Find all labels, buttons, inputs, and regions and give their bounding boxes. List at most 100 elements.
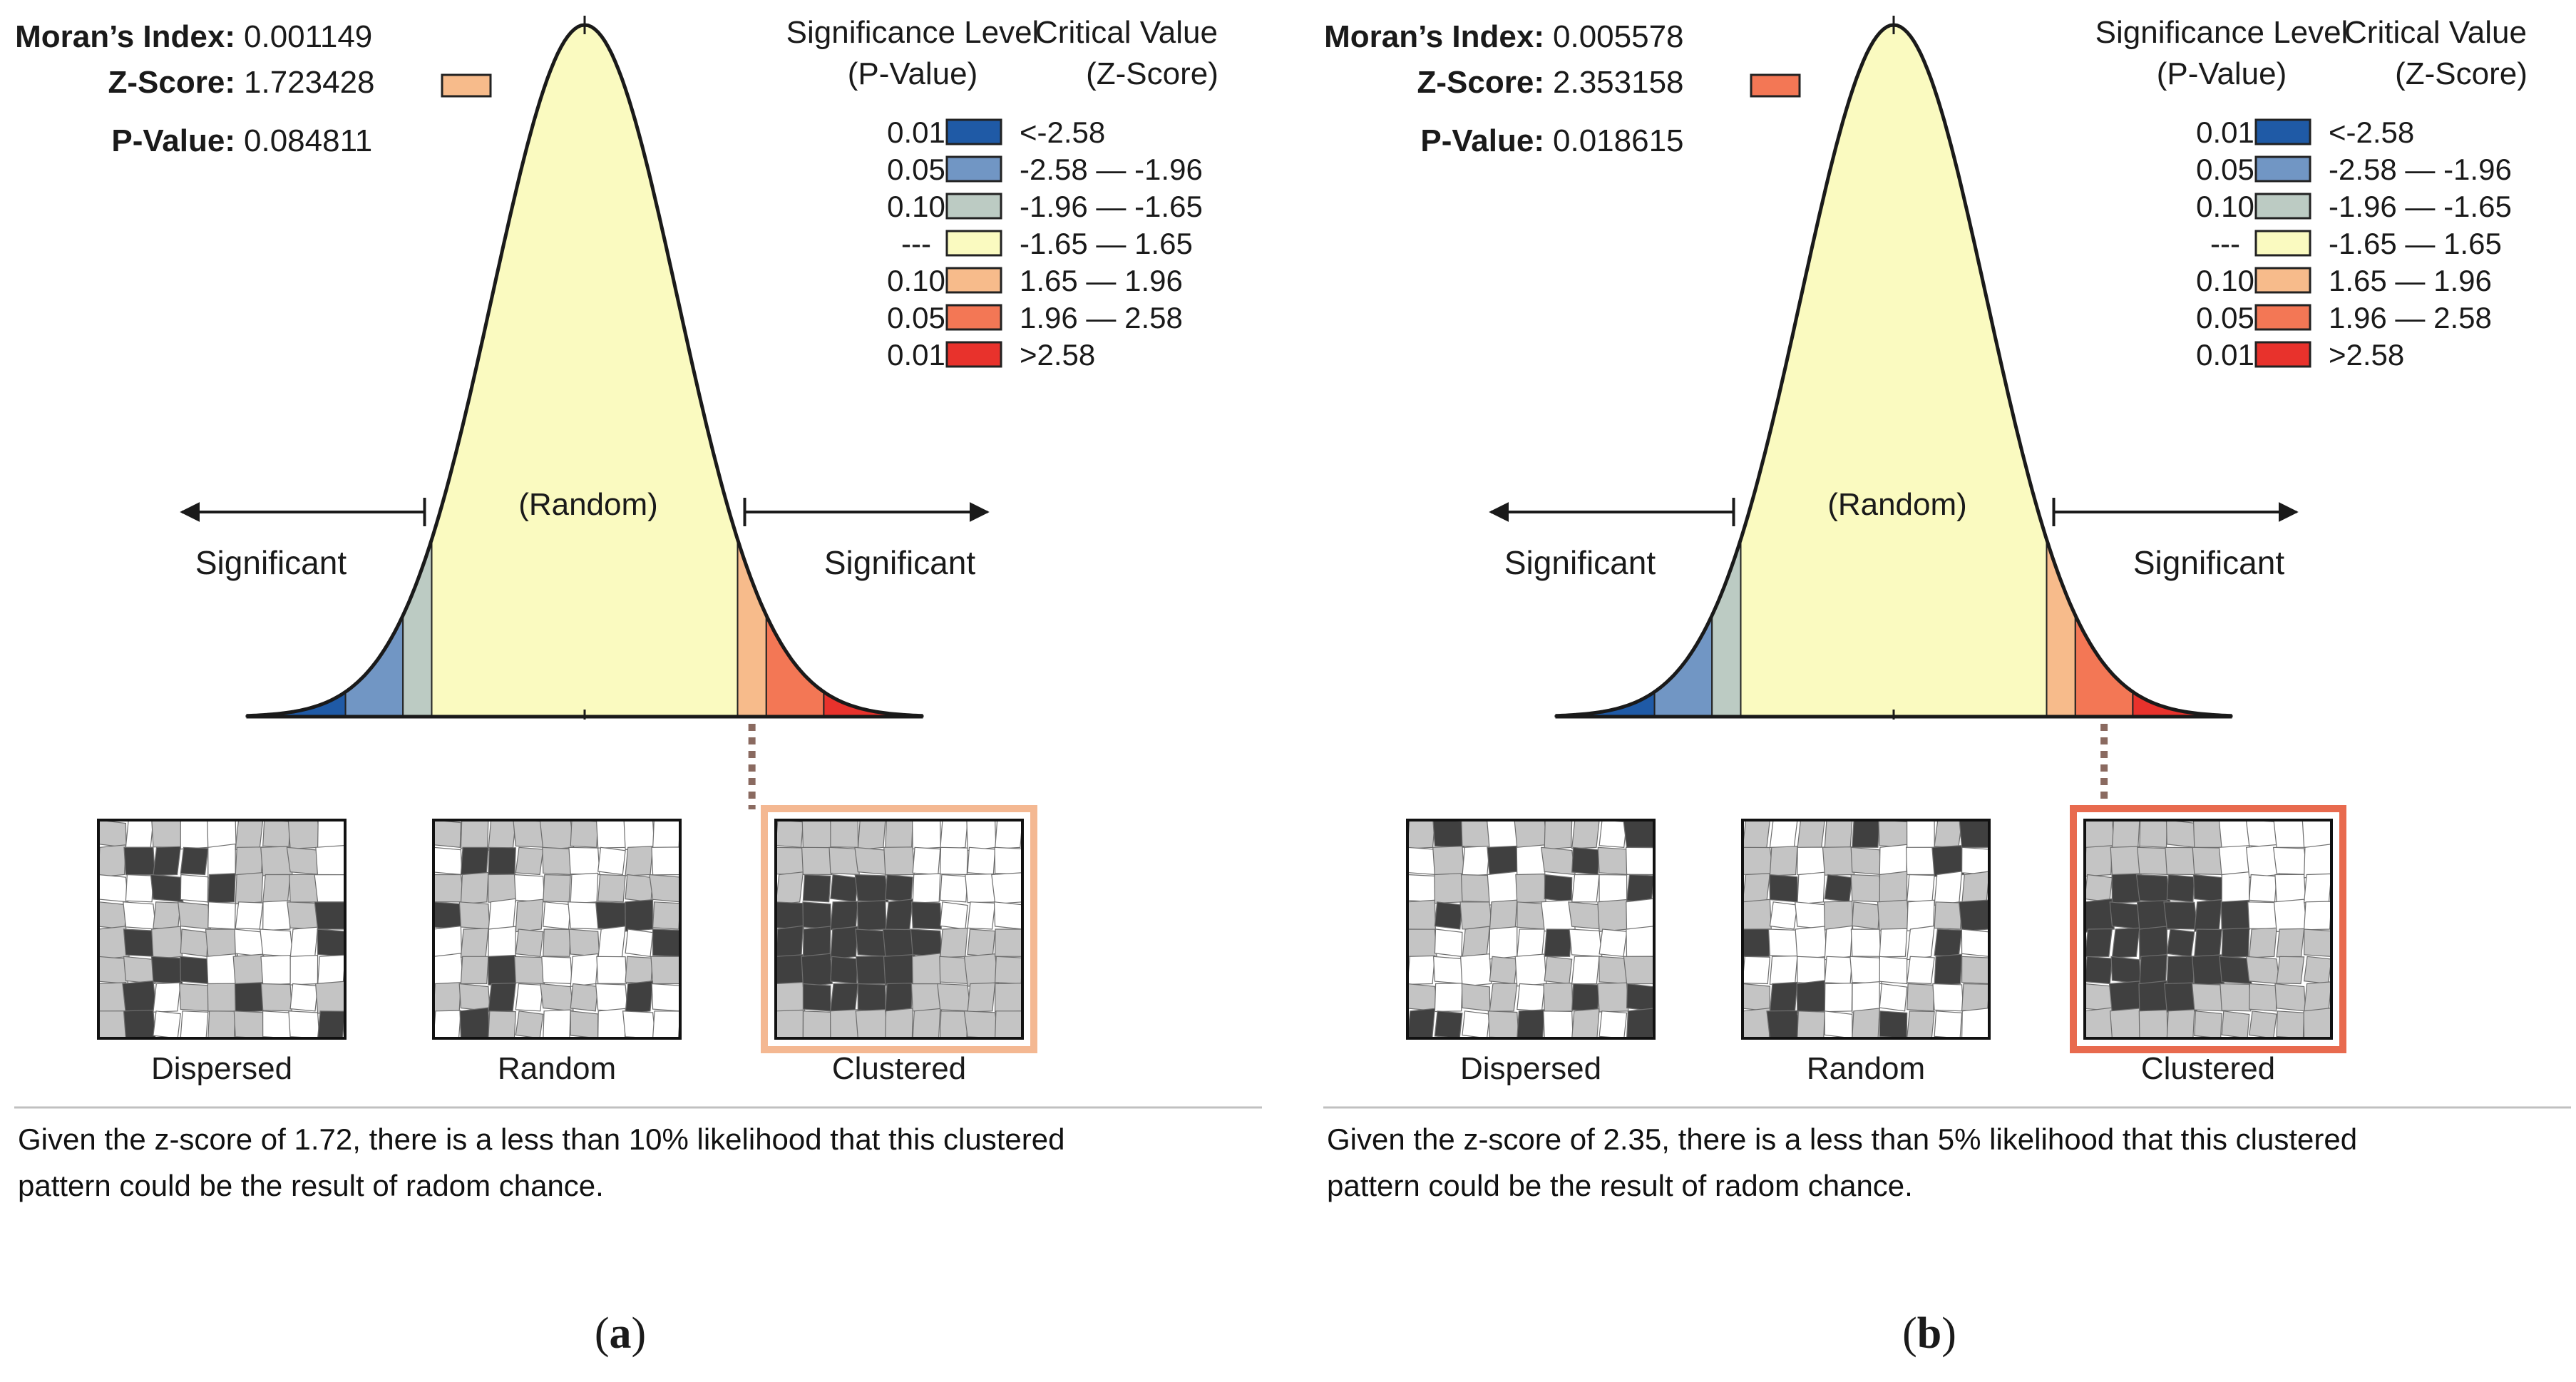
caption-line2: pattern could be the result of radom cha… [1327, 1169, 1913, 1202]
clustered-highlight-frame [2070, 805, 2346, 1053]
zone-p10-neg [1711, 539, 1742, 717]
legend-z-range: >2.58 [1020, 338, 1095, 372]
panel-label: (a) [595, 1309, 646, 1358]
thumbnail-label-random: Random [498, 1051, 616, 1086]
legend-swatch [2254, 267, 2311, 294]
legend-z-range: -1.65 — 1.65 [1020, 227, 1193, 260]
clustered-highlight-frame [761, 805, 1037, 1053]
thumbnail-label-clustered: Clustered [2141, 1051, 2275, 1086]
z-score-label: Z-Score: [108, 65, 235, 100]
thumbnail-label-dispersed: Dispersed [151, 1051, 292, 1086]
morans-index-label: Moran’s Index: [15, 19, 235, 54]
thumbnail-clustered [2083, 819, 2333, 1040]
legend-row: 0.05 1.96 — 2.58 [2196, 301, 2492, 334]
legend-swatch [2254, 304, 2311, 331]
caption-line1: Given the z-score of 1.72, there is a le… [18, 1122, 1064, 1156]
legend-swatch [945, 304, 1002, 331]
legend-row: --- -1.65 — 1.65 [901, 227, 1193, 260]
legend-z-range: -2.58 — -1.96 [2329, 153, 2512, 186]
legend-z-range: -1.96 — -1.65 [1020, 190, 1203, 223]
z-score-label: Z-Score: [1417, 65, 1544, 100]
significance-header-line1: Significance Level [786, 15, 1040, 50]
thumbnail-random [1741, 819, 1991, 1040]
legend-swatch [945, 341, 1002, 368]
z-score-swatch [441, 73, 492, 98]
legend-p-value: 0.01 [2196, 116, 2254, 149]
panel-b: Moran’s Index: 0.005578 Z-Score: 2.353158 P-… [1323, 15, 2571, 1358]
legend-row: 0.01 >2.58 [2196, 338, 2404, 372]
legend-p-value: 0.01 [887, 116, 945, 149]
critical-header-line2: (Z-Score) [1086, 56, 1218, 91]
legend-p-value: 0.05 [2196, 301, 2254, 334]
thumbnail-clustered [774, 819, 1024, 1040]
p-value-label: P-Value: [111, 123, 235, 158]
legend-row: 0.10 1.65 — 1.96 [887, 264, 1183, 297]
legend-row: 0.05 1.96 — 2.58 [887, 301, 1183, 334]
random-label: (Random) [518, 487, 658, 522]
p-value-value: 0.018615 [1553, 123, 1684, 158]
legend-row: 0.01 >2.58 [887, 338, 1095, 372]
thumbnail-dispersed [97, 819, 347, 1040]
legend-p-value: 0.10 [2196, 264, 2254, 297]
legend-row: --- -1.65 — 1.65 [2210, 227, 2502, 260]
legend-swatch [945, 230, 1002, 257]
legend-swatch [2254, 118, 2311, 145]
legend-z-range: -1.65 — 1.65 [2329, 227, 2502, 260]
legend-p-value: 0.05 [2196, 153, 2254, 186]
legend-swatch [2254, 230, 2311, 257]
morans-index-value: 0.005578 [1553, 19, 1684, 54]
zone-p10-pos [737, 539, 767, 717]
thumbnail-label-random: Random [1807, 1051, 1925, 1086]
legend-p-value: 0.01 [887, 338, 945, 372]
p-value-label: P-Value: [1420, 123, 1544, 158]
significant-left-label: Significant [195, 544, 347, 581]
legend-row: 0.01 <-2.58 [887, 116, 1105, 149]
legend-p-value: 0.05 [887, 153, 945, 186]
zone-random [1740, 24, 2048, 717]
legend-row: 0.10 1.65 — 1.96 [2196, 264, 2492, 297]
p-value-value: 0.084811 [244, 123, 372, 158]
z-score-value: 2.353158 [1553, 65, 1684, 100]
thumbnail-label-dispersed: Dispersed [1460, 1051, 1601, 1086]
legend-p-value: 0.10 [887, 264, 945, 297]
legend-swatch [2254, 341, 2311, 368]
thumbnail-dispersed [1406, 819, 1656, 1040]
random-label: (Random) [1827, 487, 1967, 522]
legend-p-value: 0.10 [2196, 190, 2254, 223]
legend-swatch [945, 193, 1002, 220]
legend-z-range: 1.96 — 2.58 [2329, 301, 2492, 334]
legend-swatch [945, 155, 1002, 183]
caption-line2: pattern could be the result of radom cha… [18, 1169, 604, 1202]
legend-row: 0.05 -2.58 — -1.96 [887, 153, 1203, 186]
legend-row: 0.10 -1.96 — -1.65 [887, 190, 1203, 223]
significant-right-label: Significant [824, 544, 975, 581]
significance-header-line1: Significance Level [2095, 15, 2349, 50]
legend-p-value: 0.10 [887, 190, 945, 223]
legend-z-range: <-2.58 [1020, 116, 1105, 149]
morans-index-value: 0.001149 [244, 19, 372, 54]
panel-a: Moran’s Index: 0.001149 Z-Score: 1.723428 P-… [14, 15, 1262, 1358]
morans-index-label: Moran’s Index: [1324, 19, 1544, 54]
significance-header-line2: (P-Value) [848, 56, 978, 91]
zone-random [431, 24, 739, 717]
legend-z-range: 1.96 — 2.58 [1020, 301, 1183, 334]
significance-header-line2: (P-Value) [2157, 56, 2287, 91]
legend-swatch [945, 118, 1002, 145]
significant-left-label: Significant [1504, 544, 1656, 581]
legend-row: 0.05 -2.58 — -1.96 [2196, 153, 2512, 186]
legend-swatch [945, 267, 1002, 294]
caption-line1: Given the z-score of 2.35, there is a le… [1327, 1122, 2357, 1156]
legend-p-value: --- [2210, 227, 2240, 260]
zone-p10-pos [2046, 539, 2076, 717]
critical-header-line2: (Z-Score) [2395, 56, 2528, 91]
z-score-swatch [1750, 73, 1801, 98]
thumbnail-label-clustered: Clustered [832, 1051, 966, 1086]
legend-z-range: -1.96 — -1.65 [2329, 190, 2512, 223]
panel-label: (b) [1902, 1309, 1956, 1358]
legend-z-range: <-2.58 [2329, 116, 2414, 149]
z-score-value: 1.723428 [244, 65, 375, 100]
legend-z-range: 1.65 — 1.96 [1020, 264, 1183, 297]
legend-swatch [2254, 155, 2311, 183]
legend-z-range: 1.65 — 1.96 [2329, 264, 2492, 297]
